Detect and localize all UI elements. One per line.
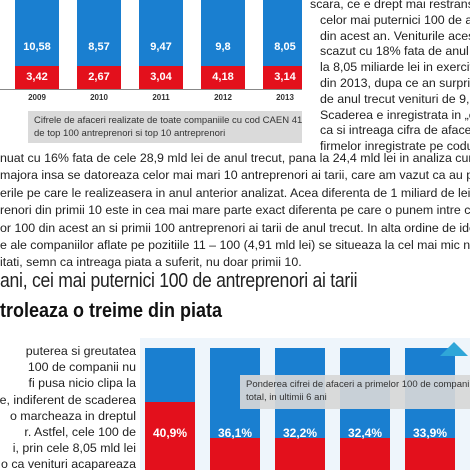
year-label: 2013	[276, 93, 294, 102]
bar-share	[340, 438, 390, 470]
bar-top10	[263, 66, 302, 89]
text-line: itati, semn ca intreaga piata a suferit,…	[0, 255, 302, 270]
caption-line: Ponderea cifrei de afaceri a primelor 10…	[246, 379, 470, 390]
value-label: 40,9%	[152, 426, 188, 440]
value-label: 2,67	[88, 71, 110, 83]
value-label: 33,9%	[412, 426, 448, 440]
caption-line: total, in ultimii 6 ani	[246, 392, 327, 403]
value-label: 3,14	[274, 71, 296, 83]
bar-top10	[139, 66, 183, 89]
chart-caption: Ponderea cifrei de afaceri a primelor 10…	[240, 375, 470, 409]
text-line: Scaderea e inregistrata in „echip	[320, 107, 470, 122]
body-text: nuat cu 16% fata de cele 28,9 mld lei de…	[0, 150, 470, 275]
text-line: din 2013, dupa ce an surprins	[320, 76, 470, 90]
value-label: 4,18	[212, 71, 234, 83]
value-label: 32,2%	[282, 426, 318, 440]
text-line: scazut cu 18% fata de anul tre	[320, 44, 470, 59]
text-line: e ale companiilor aflate pe pozitiile 11…	[0, 238, 470, 252]
caption-line: Cifrele de afaceri realizate de toate co…	[34, 115, 302, 126]
left-column: puterea si greutatea 100 de companii nu fi…	[0, 344, 136, 470]
bar-share	[145, 402, 195, 470]
text-line: nuat cu 16% fata de cele 28,9 mld lei de…	[0, 151, 470, 165]
value-label: 8,57	[88, 41, 110, 53]
text-line: r. Astfel, cele 100 de	[24, 425, 136, 439]
value-label: 36,1%	[217, 426, 253, 440]
bar-top10	[15, 66, 59, 89]
text-line: or 100 din acest an si primii 100 antrep…	[0, 220, 470, 235]
text-line: ca si intreaga cifra de afaceri c	[320, 123, 470, 138]
value-label: 9,8	[215, 41, 231, 53]
bar-top10	[77, 66, 121, 89]
chart-caption: Cifrele de afaceri realizate de toate co…	[28, 111, 302, 143]
headline-line: troleaza o treime din piata	[0, 300, 223, 322]
axis-line	[0, 89, 302, 90]
text-line: firmelor inregistrate pe codul C	[320, 139, 470, 154]
value-label: 3,04	[150, 71, 172, 83]
top-chart: 10,58 3,42 2009 8,57 2,67 2010 9,47 3,04 2011 9,8…	[0, 0, 302, 108]
headline: ani, cei mai puternici 100 de antrepreno…	[0, 270, 470, 330]
year-label: 2012	[214, 93, 232, 102]
bar-share	[210, 438, 260, 470]
text-line: o marcheaza in dreptul	[9, 408, 136, 423]
value-label: 9,47	[150, 41, 172, 53]
text-line: celor mai puternici 100 de antr	[320, 12, 470, 27]
bar-share	[405, 438, 455, 470]
text-line: la 8,05 miliarde lei in exercitiu	[320, 60, 470, 75]
text-line: fi pusa nicio clipa la	[28, 376, 136, 391]
value-label: 8,05	[274, 41, 296, 53]
year-label: 2009	[28, 93, 46, 102]
year-label: 2010	[90, 93, 108, 102]
value-label: 3,42	[26, 71, 48, 83]
bar-share	[275, 438, 325, 470]
value-label: 10,58	[23, 41, 51, 53]
text-line: de anul trecut venituri de 9,8	[320, 91, 470, 106]
year-label: 2011	[152, 93, 170, 102]
text-line: i, prin cele 8,05 mld lei	[12, 441, 136, 456]
text-line: erile pe care le realizeasera in anul an…	[0, 185, 470, 200]
text-line: din acest an. Veniturile acest	[320, 28, 470, 43]
text-line: o ca venituri acapareaza	[0, 457, 136, 470]
text-line: scara, ce e drept mai restranse	[310, 0, 470, 11]
text-line: renori din primii 10 este in cea mai mar…	[0, 203, 470, 218]
right-column: scara, ce e drept mai restranse celor mai…	[306, 0, 470, 158]
value-label: 32,4%	[347, 426, 383, 440]
text-line: e, indiferent de scaderea	[0, 392, 136, 407]
arrow-icon	[440, 342, 468, 356]
headline-line: ani, cei mai puternici 100 de antrepreno…	[0, 270, 358, 292]
text-line: 100 de companii nu	[27, 360, 136, 375]
text-line: majora insa se datoreaza celor mai mari …	[0, 168, 470, 183]
caption-line: de top 100 antreprenori si top 10 antrep…	[34, 128, 226, 139]
text-line: puterea si greutatea	[25, 344, 136, 358]
bottom-chart: 40,9% 36,1% 32,2% 32,4% 33,9% Ponderea cifrei…	[140, 338, 470, 470]
bar-top10	[201, 66, 245, 89]
